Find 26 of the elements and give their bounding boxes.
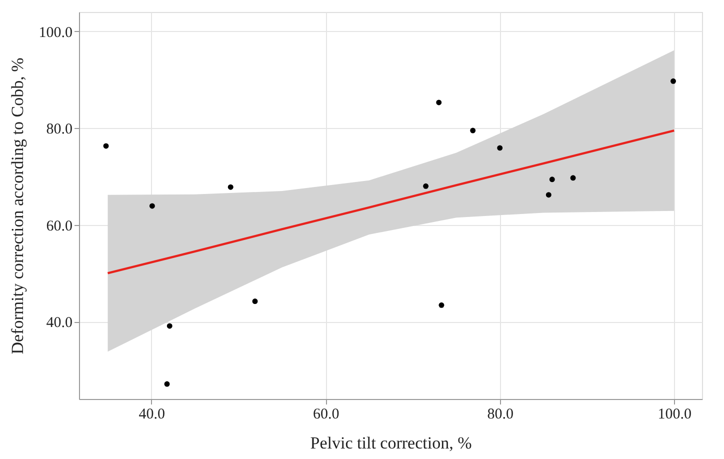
y-tick-label: 80.0 bbox=[46, 122, 72, 138]
point bbox=[436, 100, 442, 106]
point bbox=[438, 302, 444, 308]
point bbox=[546, 192, 552, 198]
point bbox=[497, 145, 503, 151]
x-tick-label: 100.0 bbox=[658, 406, 692, 422]
point bbox=[423, 183, 429, 189]
point bbox=[103, 143, 109, 149]
y-tick-label: 100.0 bbox=[38, 24, 72, 41]
x-axis-title: Pelvic tilt correction, % bbox=[310, 434, 472, 452]
x-tick-label: 40.0 bbox=[138, 406, 165, 422]
point bbox=[549, 176, 555, 182]
y-axis-title: Deformity correction according to Cobb, % bbox=[8, 58, 27, 354]
point bbox=[149, 203, 155, 209]
x-tick-label: 60.0 bbox=[312, 406, 340, 422]
point bbox=[470, 128, 476, 134]
point bbox=[164, 381, 170, 387]
point bbox=[228, 184, 234, 190]
point bbox=[166, 323, 172, 329]
y-tick-label: 60.0 bbox=[46, 218, 72, 234]
x-tick-label: 80.0 bbox=[487, 406, 514, 422]
point bbox=[252, 298, 258, 304]
y-tick-label: 40.0 bbox=[46, 315, 72, 332]
point bbox=[670, 78, 676, 84]
line-series bbox=[106, 129, 676, 274]
point bbox=[570, 175, 576, 181]
